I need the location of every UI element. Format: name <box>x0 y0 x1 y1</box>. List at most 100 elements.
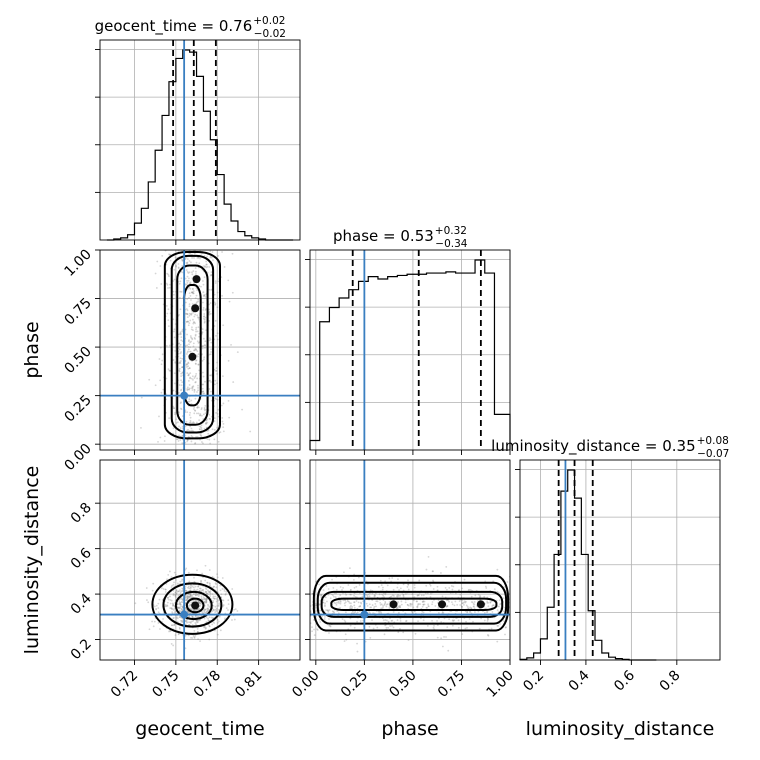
scatter-point <box>216 604 219 607</box>
scatter-point <box>175 264 177 267</box>
scatter-point <box>202 413 205 416</box>
scatter-point <box>192 609 195 611</box>
scatter-point <box>380 584 383 587</box>
scatter-point <box>167 319 170 322</box>
scatter-point <box>208 625 211 628</box>
scatter-point <box>505 626 507 629</box>
scatter-point <box>327 610 330 613</box>
scatter-point <box>172 427 175 430</box>
scatter-point <box>219 629 222 632</box>
scatter-point <box>352 579 355 581</box>
scatter-point <box>474 611 476 613</box>
scatter-point <box>392 588 395 591</box>
contour-level <box>151 573 234 635</box>
scatter-point <box>196 631 199 633</box>
scatter-point <box>445 565 448 568</box>
scatter-point <box>176 617 179 620</box>
scatter-point <box>212 259 214 261</box>
scatter-point <box>176 590 179 593</box>
y-tick-label: 0.75 <box>61 295 94 328</box>
scatter-point <box>193 576 195 579</box>
scatter-point <box>184 585 187 588</box>
scatter-point <box>188 271 191 274</box>
scatter-point <box>472 602 475 605</box>
scatter-point <box>186 595 189 597</box>
scatter-point <box>203 315 205 318</box>
scatter-point <box>193 406 196 409</box>
scatter-point <box>216 398 219 401</box>
scatter-point <box>192 635 195 637</box>
scatter-point <box>173 336 176 339</box>
scatter-point <box>181 590 184 592</box>
scatter-point <box>186 298 189 300</box>
density-peak <box>192 275 201 284</box>
scatter-point <box>322 599 325 601</box>
scatter-point <box>221 605 224 608</box>
scatter-point <box>496 640 499 643</box>
scatter-point <box>178 361 181 364</box>
scatter-point <box>197 638 199 641</box>
scatter-point <box>195 359 198 361</box>
scatter-point <box>458 600 461 603</box>
scatter-point <box>193 349 196 351</box>
scatter-point <box>419 603 422 606</box>
scatter-point <box>176 582 179 585</box>
scatter-point <box>154 272 157 275</box>
scatter-point <box>379 602 382 604</box>
scatter-point <box>318 618 321 621</box>
scatter-point <box>416 605 419 607</box>
scatter-point <box>165 605 168 608</box>
scatter-point <box>220 593 223 596</box>
scatter-point <box>178 628 181 630</box>
scatter-point <box>215 411 218 414</box>
histogram-panel-geocent_time: geocent_time = 0.76+0.02−0.02 <box>95 15 301 241</box>
scatter-point <box>208 438 211 441</box>
scatter-point <box>203 313 206 315</box>
scatter-point <box>203 597 206 600</box>
scatter-point <box>179 308 182 311</box>
scatter-point <box>222 324 225 327</box>
scatter-point <box>196 289 199 291</box>
scatter-point <box>194 442 197 444</box>
scatter-point <box>185 609 188 611</box>
scatter-point <box>189 596 192 598</box>
scatter-point <box>187 320 190 323</box>
scatter-point <box>206 607 209 610</box>
scatter-point <box>195 623 197 626</box>
scatter-point <box>224 617 226 620</box>
scatter-point <box>193 630 196 632</box>
scatter-point <box>155 607 158 610</box>
scatter-point <box>374 594 376 597</box>
scatter-point <box>160 283 163 285</box>
scatter-point <box>359 620 362 622</box>
scatter-point <box>178 396 181 398</box>
scatter-point <box>200 428 203 431</box>
scatter-point <box>184 620 187 623</box>
scatter-point <box>192 408 195 410</box>
scatter-point <box>165 377 168 380</box>
scatter-point <box>191 303 194 305</box>
scatter-point <box>210 341 213 344</box>
scatter-point <box>375 605 377 608</box>
scatter-point <box>200 580 202 582</box>
scatter-point <box>194 375 197 378</box>
scatter-point <box>172 608 175 611</box>
scatter-point <box>217 254 220 257</box>
scatter-point <box>192 292 195 295</box>
histogram-panel-phase: phase = 0.53+0.32−0.34 <box>305 225 511 451</box>
scatter-point <box>502 597 505 599</box>
x-tick-label: 0.50 <box>386 668 419 701</box>
scatter-point <box>204 409 206 412</box>
scatter-point <box>206 598 208 601</box>
scatter-point <box>186 279 188 282</box>
scatter-point <box>388 607 391 609</box>
scatter-point <box>185 283 188 286</box>
scatter-point <box>169 595 171 598</box>
scatter-point <box>486 634 489 636</box>
scatter-point <box>189 621 192 624</box>
scatter-point <box>204 380 206 383</box>
scatter-point <box>227 399 230 402</box>
scatter-point <box>355 600 358 602</box>
scatter-point <box>378 593 381 596</box>
